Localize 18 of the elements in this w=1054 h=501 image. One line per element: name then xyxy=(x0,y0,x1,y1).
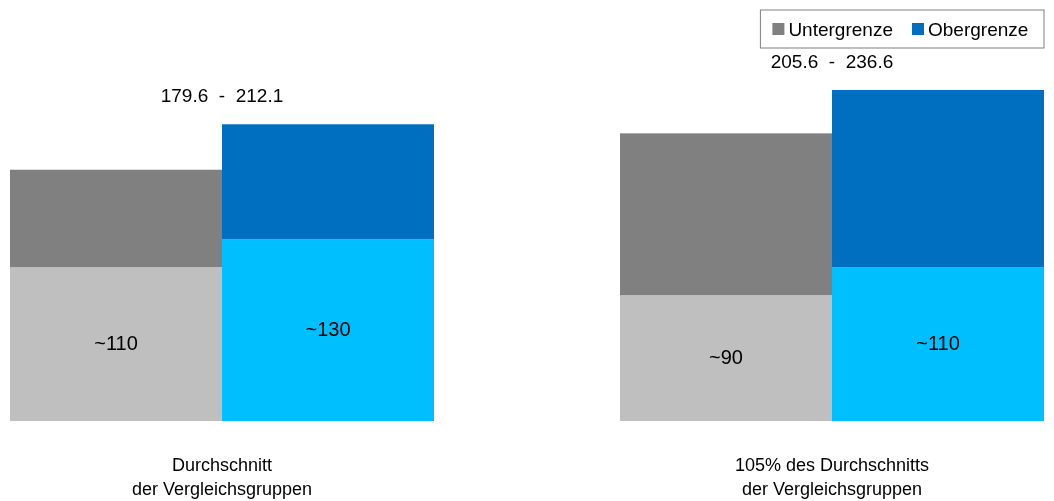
data-label: ~110 xyxy=(916,332,960,355)
text: 205.6 - 236.6 xyxy=(770,51,894,72)
bar xyxy=(10,169,222,268)
bar xyxy=(222,124,434,240)
bar xyxy=(620,295,832,421)
bar xyxy=(620,133,832,296)
bar xyxy=(222,239,434,421)
data-label: ~90 xyxy=(709,346,743,369)
text: Durchschnitt der Vergleichsgruppen xyxy=(131,455,313,499)
bar xyxy=(832,90,1044,268)
annotation: 179.6 - 212.1 xyxy=(160,85,284,107)
bar xyxy=(832,267,1044,421)
data-label: ~110 xyxy=(94,332,138,355)
legend-label: Obergrenze xyxy=(928,19,1029,40)
data-label: ~130 xyxy=(305,318,351,341)
bar xyxy=(10,267,222,421)
legend-label: Untergrenze xyxy=(788,19,893,40)
text: 105% des Durchschnitts der Vergleichsgruppen xyxy=(734,455,930,499)
